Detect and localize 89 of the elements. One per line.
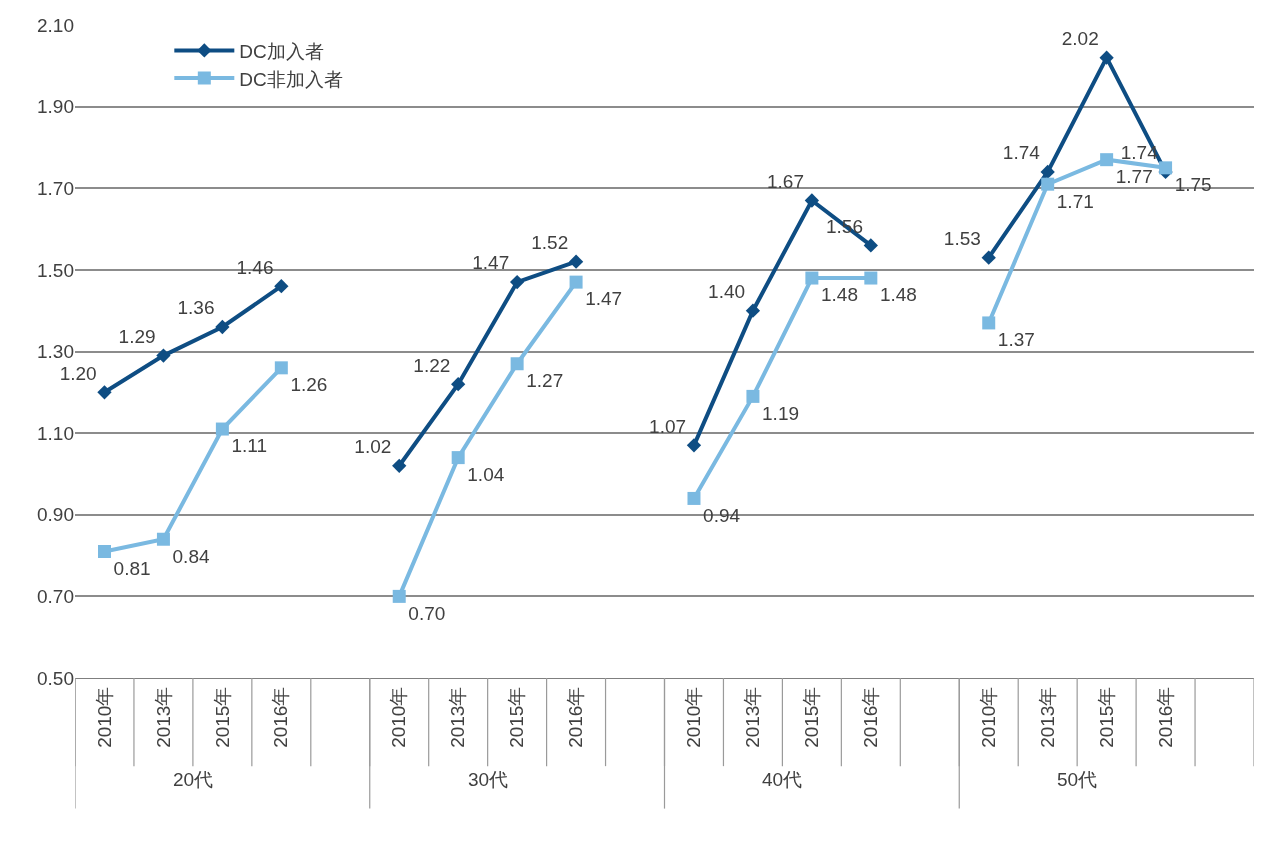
x-tick-label: 2010年: [977, 686, 999, 748]
legend-label: DC加入者: [239, 40, 324, 62]
x-tick-label: 2013年: [1036, 686, 1058, 748]
data-label: 1.74: [1002, 142, 1041, 164]
x-tick-label: 2016年: [565, 686, 587, 748]
y-tick-label: 0.50: [37, 667, 74, 689]
point: [687, 491, 701, 505]
y-tick-label: 0.90: [37, 504, 74, 526]
data-label: 1.47: [472, 252, 510, 274]
data-label: 1.04: [467, 463, 505, 485]
point: [863, 238, 878, 253]
x-tick-label: 2015年: [211, 686, 233, 748]
x-tick-label: 2016年: [270, 686, 292, 748]
y-tick-label: 1.70: [37, 177, 74, 199]
x-tick-label: 2013年: [447, 686, 469, 748]
point: [215, 319, 230, 335]
point: [1041, 177, 1055, 191]
point: [451, 451, 465, 465]
point: [1099, 50, 1114, 65]
data-label: 1.67: [767, 170, 805, 192]
data-label: 1.26: [290, 374, 328, 396]
data-label: 1.11: [231, 435, 268, 457]
x-tick-label: 2013年: [742, 686, 764, 748]
data-label: 1.77: [1115, 166, 1153, 188]
data-label: 1.36: [177, 297, 215, 319]
point: [510, 357, 524, 371]
x-tick-label: 2015年: [1095, 686, 1117, 748]
legend-label: DC非加入者: [239, 68, 343, 90]
data-label: 0.81: [113, 557, 151, 579]
point: [804, 193, 820, 208]
point: [97, 385, 112, 400]
point: [215, 422, 229, 436]
x-tick-label: 2016年: [1154, 686, 1176, 748]
x-tick-label: 2015年: [801, 686, 823, 748]
x-tick-label: 2016年: [860, 686, 882, 748]
point: [1040, 164, 1055, 180]
point: [509, 274, 525, 290]
data-label: 1.53: [943, 228, 981, 250]
text: 40代: [762, 769, 803, 790]
x-tick-label: 2013年: [152, 686, 174, 748]
data-label: 0.84: [172, 545, 210, 567]
point: [568, 254, 584, 269]
y-tick-label: 1.30: [37, 341, 74, 363]
data-label: 1.52: [531, 232, 569, 254]
point: [981, 250, 996, 265]
y-tick-label: 1.90: [37, 96, 74, 118]
point: [156, 348, 171, 363]
point: [569, 275, 583, 289]
x-tick-label: 2010年: [683, 686, 705, 748]
y-tick-label: 1.10: [37, 422, 74, 444]
point: [274, 279, 289, 294]
data-label: 1.27: [526, 370, 564, 392]
y-tick-label: 2.10: [37, 14, 74, 36]
data-label: 1.47: [585, 288, 623, 310]
data-label: 1.48: [879, 284, 917, 306]
data-label: 1.20: [59, 362, 97, 384]
x-tick-label: 2010年: [93, 686, 115, 748]
y-tick-label: 1.50: [37, 259, 74, 281]
point: [274, 361, 288, 375]
data-label: 1.48: [821, 284, 858, 306]
point: [1159, 161, 1173, 175]
point: [451, 377, 466, 392]
point: [392, 589, 406, 603]
data-label: 1.71: [1056, 190, 1094, 212]
point: [686, 438, 702, 453]
point: [805, 271, 819, 285]
data-label: 0.70: [408, 602, 446, 624]
data-label: 2.02: [1061, 28, 1099, 50]
point: [745, 303, 761, 318]
data-label: 1.40: [708, 281, 746, 303]
data-label: 1.29: [118, 325, 156, 347]
text: 30代: [468, 769, 509, 790]
point: [156, 532, 170, 546]
point: [97, 544, 111, 558]
point: [746, 389, 760, 403]
x-tick-label: 2015年: [506, 686, 528, 748]
y-tick-label: 0.70: [37, 586, 74, 608]
point: [392, 458, 407, 473]
text: 20代: [173, 769, 214, 790]
data-label: 1.02: [354, 436, 392, 458]
point: [982, 316, 996, 330]
data-label: 1.37: [997, 329, 1035, 351]
point: [864, 271, 878, 285]
data-label: 1.19: [762, 402, 800, 424]
data-label: 1.22: [413, 354, 451, 376]
data-label: 1.07: [649, 415, 687, 437]
text: 50代: [1057, 769, 1098, 790]
point: [1100, 153, 1114, 167]
x-tick-label: 2010年: [388, 686, 410, 748]
